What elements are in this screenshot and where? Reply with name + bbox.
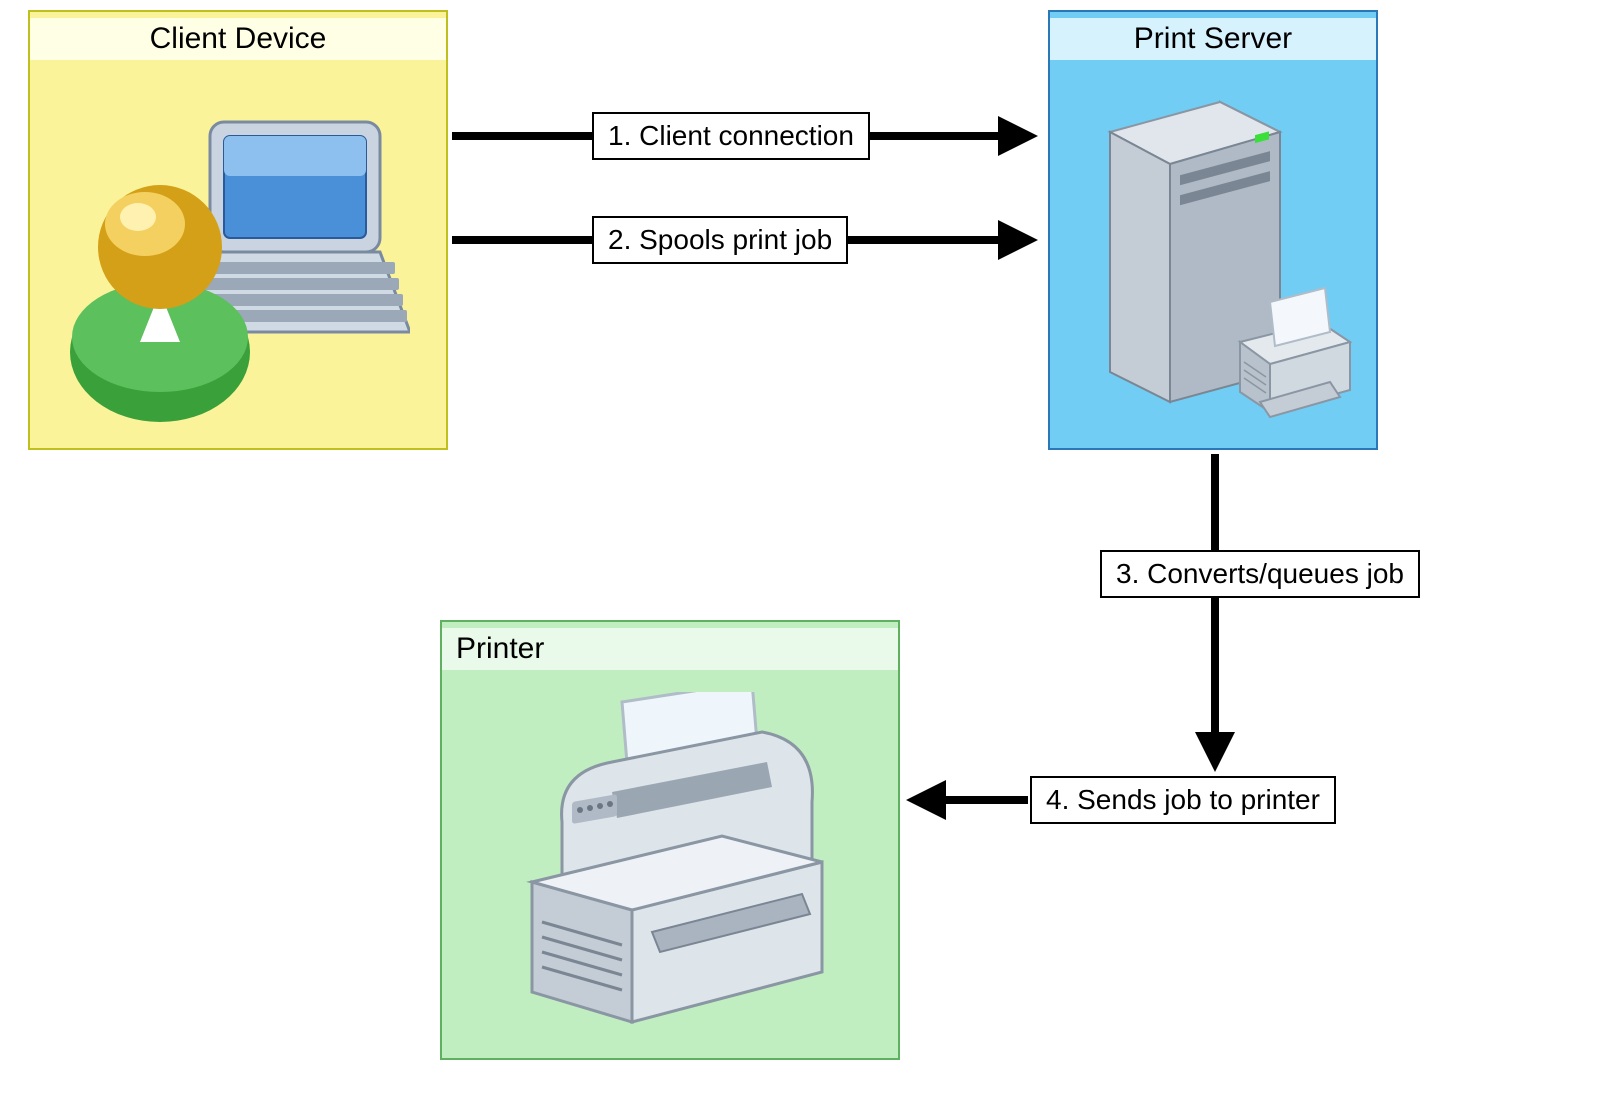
server-printer-icon: [1080, 82, 1360, 432]
printer-icon: [502, 692, 842, 1042]
node-server-title: Print Server: [1050, 18, 1376, 60]
node-client-title: Client Device: [30, 18, 446, 60]
node-printer-title: Printer: [442, 628, 898, 670]
node-client-device: Client Device: [28, 10, 448, 450]
node-print-server: Print Server: [1048, 10, 1378, 450]
edge-3-label: 3. Converts/queues job: [1100, 550, 1420, 598]
node-printer: Printer: [440, 620, 900, 1060]
edge-1-label: 1. Client connection: [592, 112, 870, 160]
edge-2-label: 2. Spools print job: [592, 216, 848, 264]
user-laptop-icon: [70, 92, 410, 422]
edge-4-label: 4. Sends job to printer: [1030, 776, 1336, 824]
